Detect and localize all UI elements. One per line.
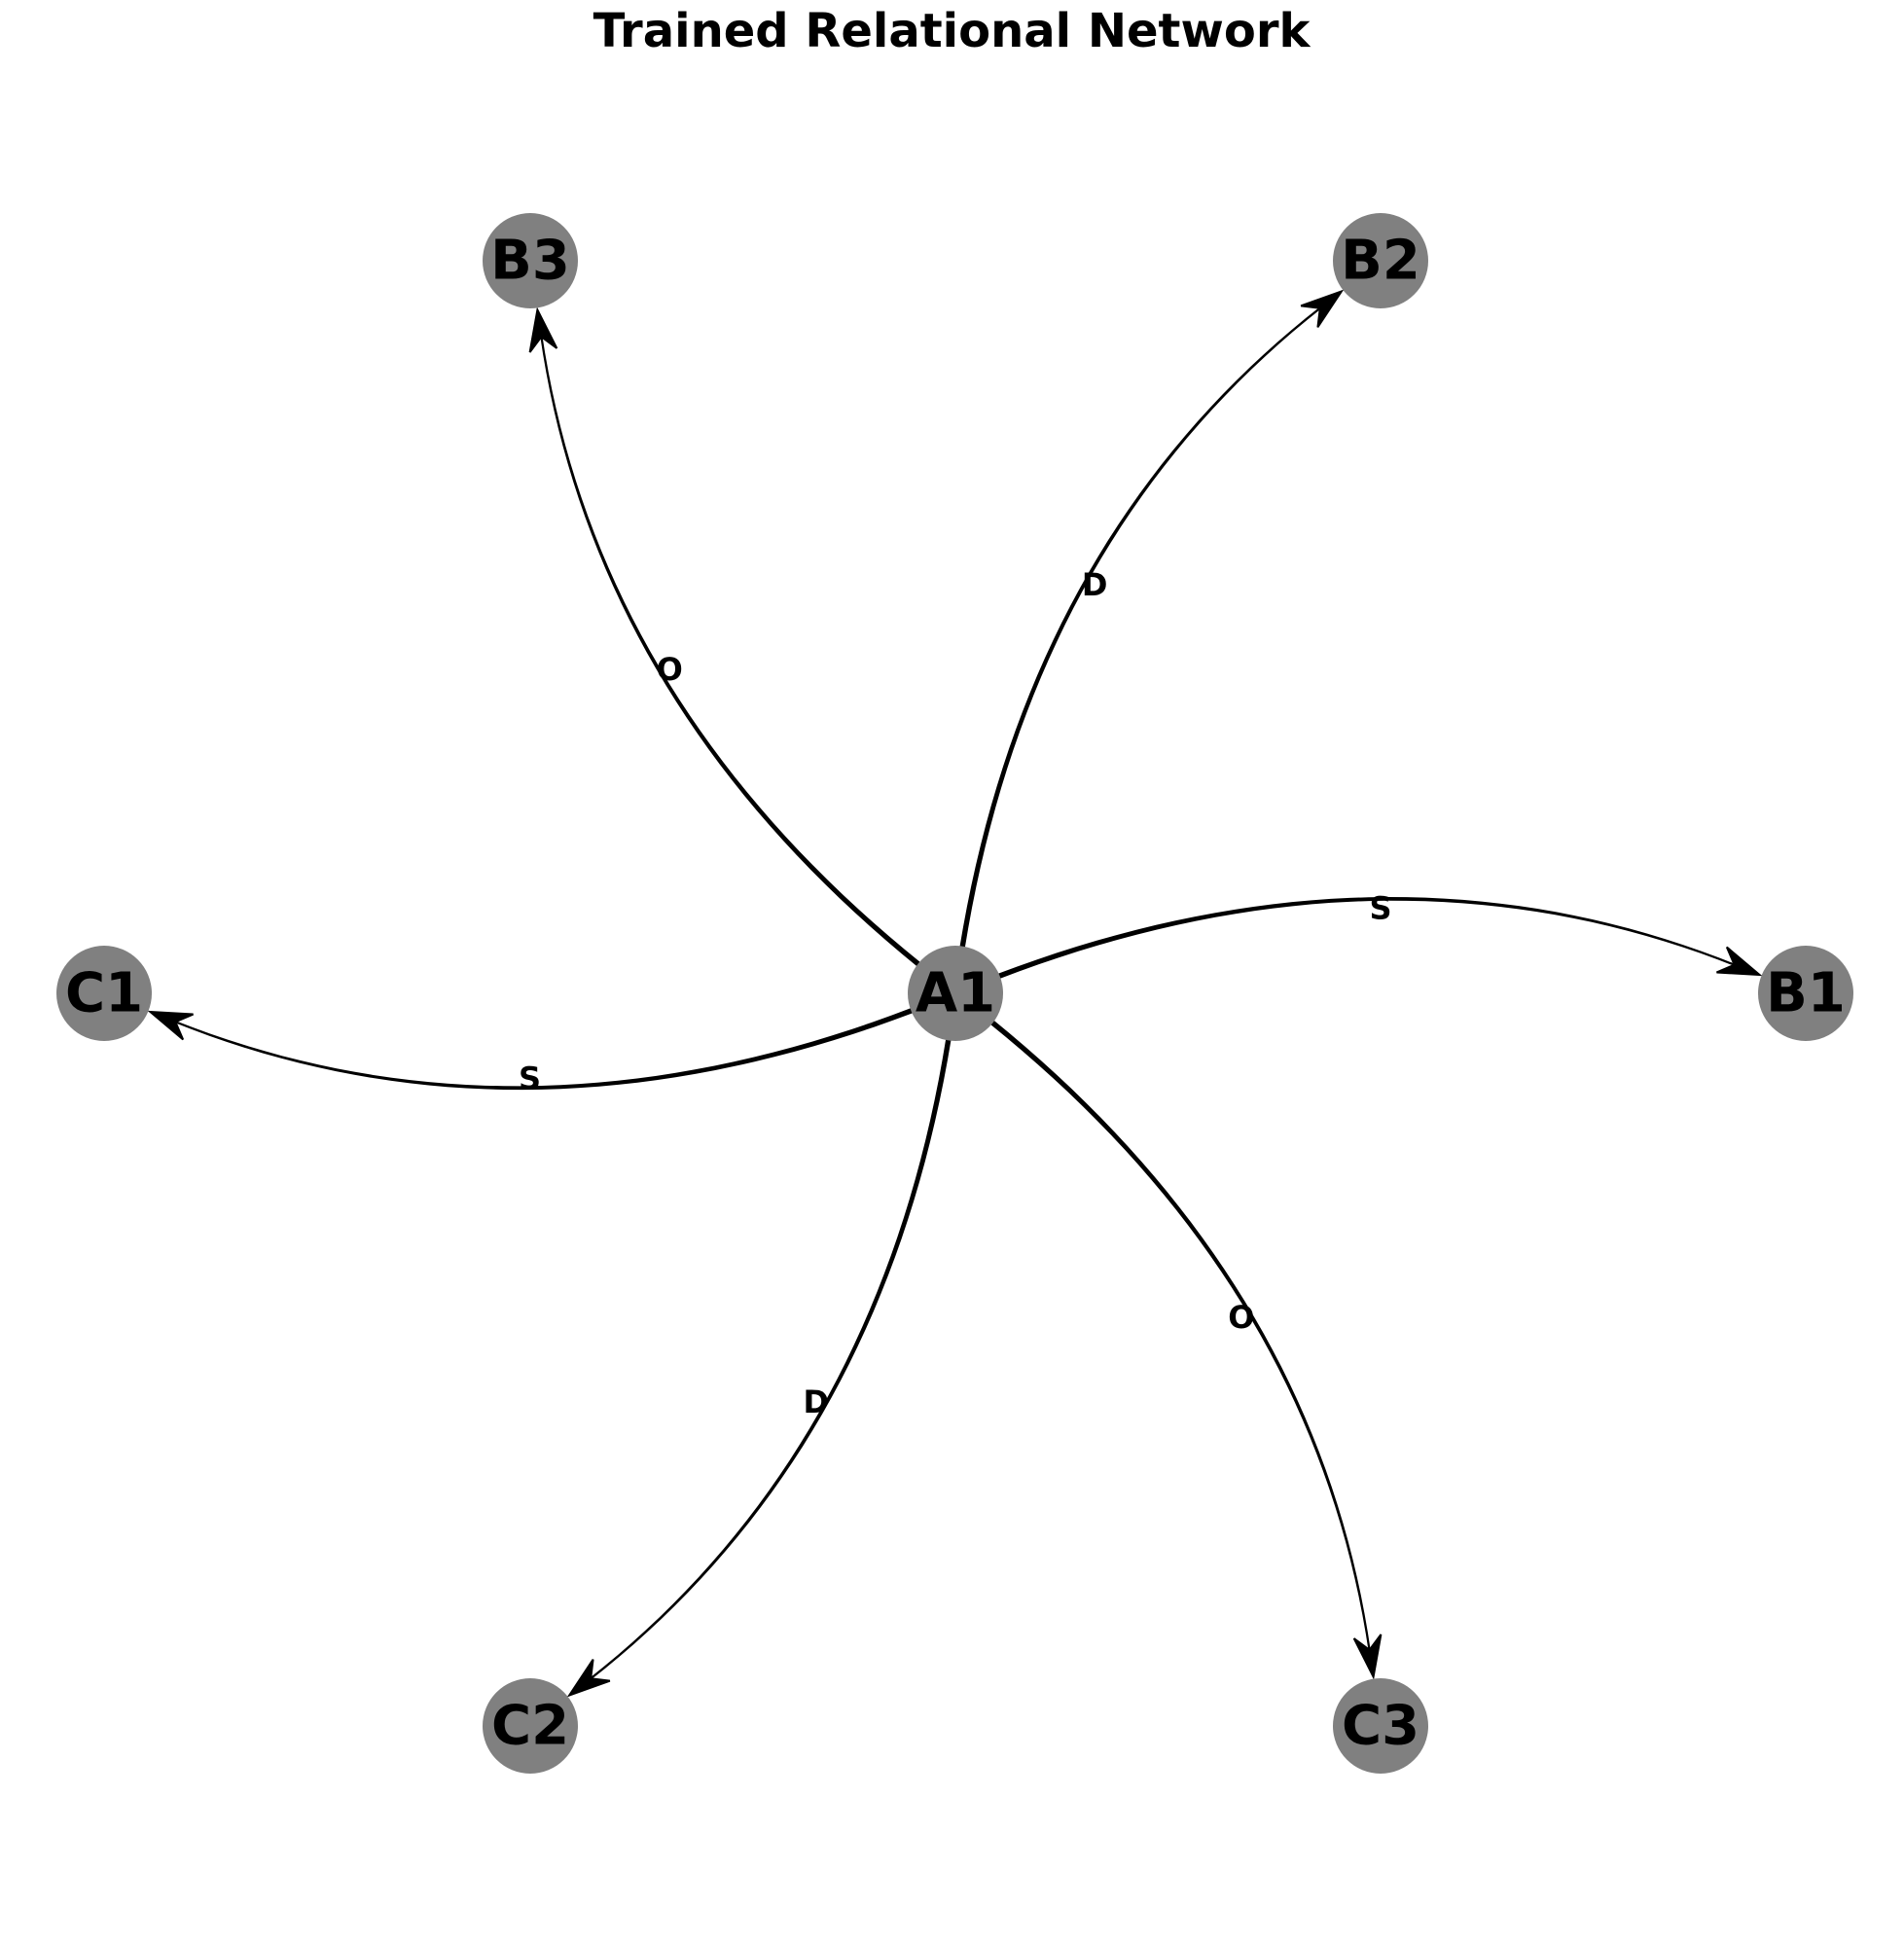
node-label: C2 [491, 1695, 569, 1758]
node-label: B3 [490, 230, 570, 293]
node-label: B1 [1766, 962, 1846, 1025]
edge-label: S [1369, 890, 1391, 927]
edge-a1-b2: D [955, 289, 1345, 971]
arrowhead-icon [1716, 946, 1763, 977]
edge-line [588, 1016, 955, 1681]
arrowhead-icon [147, 1010, 194, 1041]
node-circle [1758, 946, 1853, 1041]
edge-label: O [1228, 1299, 1254, 1336]
node-circle [483, 213, 578, 308]
edge-line [173, 999, 935, 1091]
edge-line [955, 305, 1323, 971]
edge-line [540, 335, 939, 982]
edge-a1-c3: O [972, 1005, 1383, 1680]
diagram-title: Trained Relational Network [593, 4, 1311, 58]
node-label: C3 [1342, 1695, 1419, 1758]
edge-a1-c1: S [147, 999, 935, 1097]
arrowhead-icon [1352, 1634, 1383, 1680]
edge-line [972, 1005, 1371, 1652]
node-label: A1 [916, 962, 995, 1025]
node-label: C1 [65, 962, 143, 1025]
node-label: B2 [1341, 230, 1420, 293]
node-circle [483, 1678, 578, 1774]
node-circle [908, 946, 1003, 1041]
node-b2: B2 [1333, 213, 1428, 308]
edge-line [976, 897, 1737, 987]
node-b1: B1 [1758, 946, 1853, 1041]
node-circle [1333, 1678, 1428, 1774]
node-a1: A1 [908, 946, 1003, 1041]
edge-a1-b3: O [528, 306, 939, 982]
node-circle [1333, 213, 1428, 308]
edge-a1-b1: S [976, 890, 1763, 987]
node-c1: C1 [56, 946, 152, 1041]
node-c3: C3 [1333, 1678, 1428, 1774]
edge-a1-c2: D [566, 1016, 955, 1698]
edge-label: S [519, 1060, 541, 1097]
arrowhead-icon [1300, 289, 1345, 328]
edges-layer: S D O S D O [147, 289, 1763, 1698]
edge-label: D [1082, 566, 1108, 603]
node-b3: B3 [483, 213, 578, 308]
node-c2: C2 [483, 1678, 578, 1774]
edge-label: D [804, 1383, 830, 1420]
nodes-layer: A1 B1 B2 B3 C1 C2 C3 [56, 213, 1853, 1774]
arrowhead-icon [528, 306, 558, 353]
node-circle [56, 946, 152, 1041]
arrowhead-icon [566, 1659, 611, 1698]
edge-label: O [657, 651, 683, 688]
